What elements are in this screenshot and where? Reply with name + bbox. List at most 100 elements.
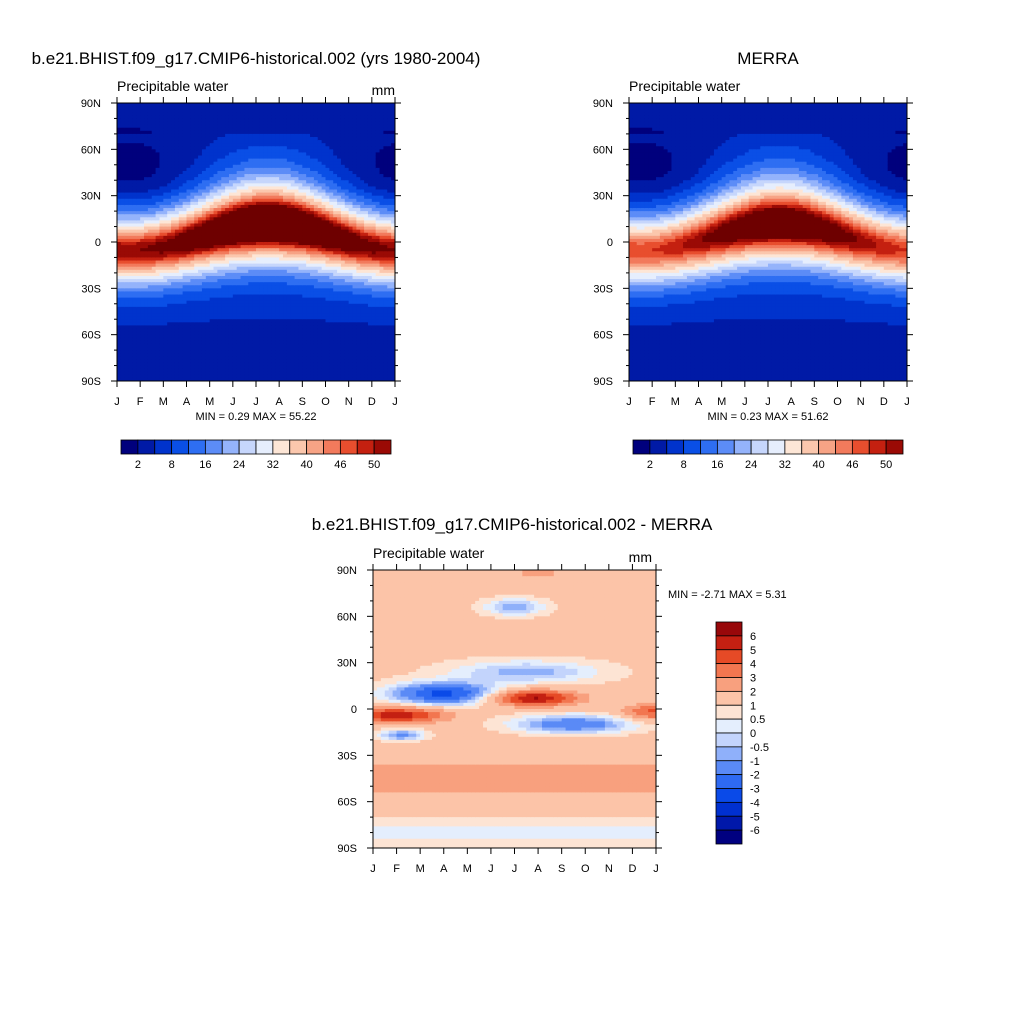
field-cell	[167, 140, 172, 144]
field-cell	[240, 140, 246, 144]
field-cell	[232, 146, 238, 150]
field-cell	[174, 334, 180, 339]
field-cell	[144, 331, 149, 336]
field-cell	[271, 266, 276, 271]
field-cell	[194, 275, 199, 280]
field-cell	[267, 362, 273, 367]
field-cell	[182, 374, 188, 379]
field-cell	[194, 254, 199, 259]
field-cell	[124, 106, 130, 110]
field-cell	[286, 282, 292, 286]
field-cell	[244, 303, 249, 308]
field-cell	[174, 316, 180, 320]
field-cell	[256, 183, 261, 187]
field-cell	[248, 334, 253, 339]
field-cell	[136, 266, 141, 271]
field-cell	[120, 167, 126, 172]
field-cell	[310, 149, 315, 154]
field-cell	[209, 198, 215, 203]
field-cell	[306, 245, 311, 249]
field-cell	[140, 374, 145, 379]
field-cell	[275, 204, 280, 209]
field-cell	[213, 257, 218, 262]
field-cell	[313, 368, 319, 373]
field-cell	[136, 161, 141, 166]
field-cell	[325, 328, 330, 333]
field-cell	[244, 313, 249, 317]
field-cell	[310, 133, 315, 138]
field-cell	[310, 359, 315, 364]
field-cell	[213, 248, 218, 252]
field-cell	[190, 266, 195, 271]
field-cell	[151, 275, 157, 280]
field-cell	[321, 303, 327, 308]
field-cell	[283, 106, 288, 110]
field-cell	[136, 220, 141, 225]
field-cell	[178, 201, 184, 206]
field-cell	[182, 325, 188, 330]
field-cell	[186, 192, 191, 197]
field-cell	[263, 242, 269, 246]
field-cell	[140, 217, 145, 221]
field-cell	[136, 257, 141, 262]
field-cell	[186, 177, 191, 181]
field-cell	[198, 319, 203, 323]
field-cell	[232, 133, 238, 138]
field-cell	[267, 297, 273, 302]
field-cell	[147, 334, 153, 339]
field-cell	[279, 201, 284, 206]
field-cell	[240, 121, 246, 126]
field-cell	[294, 217, 300, 221]
field-cell	[201, 257, 207, 262]
field-cell	[209, 285, 215, 289]
field-cell	[209, 103, 215, 107]
field-cell	[198, 201, 203, 206]
field-cell	[151, 140, 157, 144]
field-cell	[248, 115, 253, 120]
field-cell	[271, 226, 276, 231]
field-cell	[232, 297, 238, 302]
field-cell	[201, 334, 207, 339]
field-cell	[225, 294, 230, 299]
field-cell	[167, 226, 172, 231]
field-cell	[313, 300, 319, 305]
field-cell	[221, 136, 226, 141]
field-cell	[147, 189, 153, 194]
field-cell	[217, 211, 222, 215]
field-cell	[267, 242, 273, 246]
field-cell	[321, 353, 327, 357]
field-cell	[186, 288, 191, 293]
field-cell	[147, 149, 153, 154]
field-cell	[205, 167, 211, 172]
field-cell	[302, 180, 307, 184]
field-cell	[217, 183, 222, 187]
field-cell	[256, 155, 261, 160]
field-cell	[182, 118, 188, 123]
field-cell	[290, 152, 296, 157]
field-cell	[310, 275, 315, 280]
field-cell	[167, 109, 172, 113]
field-cell	[263, 313, 269, 317]
field-cell	[252, 186, 257, 191]
field-cell	[120, 229, 126, 234]
field-cell	[298, 371, 303, 376]
field-cell	[151, 282, 157, 286]
field-cell	[325, 260, 330, 265]
field-cell	[136, 331, 141, 336]
field-cell	[225, 220, 230, 225]
field-cell	[283, 130, 288, 135]
field-cell	[120, 130, 126, 135]
field-cell	[124, 149, 130, 154]
field-cell	[198, 161, 203, 166]
field-cell	[221, 229, 226, 234]
field-cell	[294, 353, 300, 357]
field-cell	[325, 198, 330, 203]
field-cell	[313, 347, 319, 351]
field-cell	[279, 124, 284, 129]
field-cell	[151, 155, 157, 160]
field-cell	[190, 279, 195, 283]
field-cell	[120, 192, 126, 197]
field-cell	[279, 347, 284, 351]
field-cell	[290, 103, 296, 107]
field-cell	[236, 195, 242, 200]
